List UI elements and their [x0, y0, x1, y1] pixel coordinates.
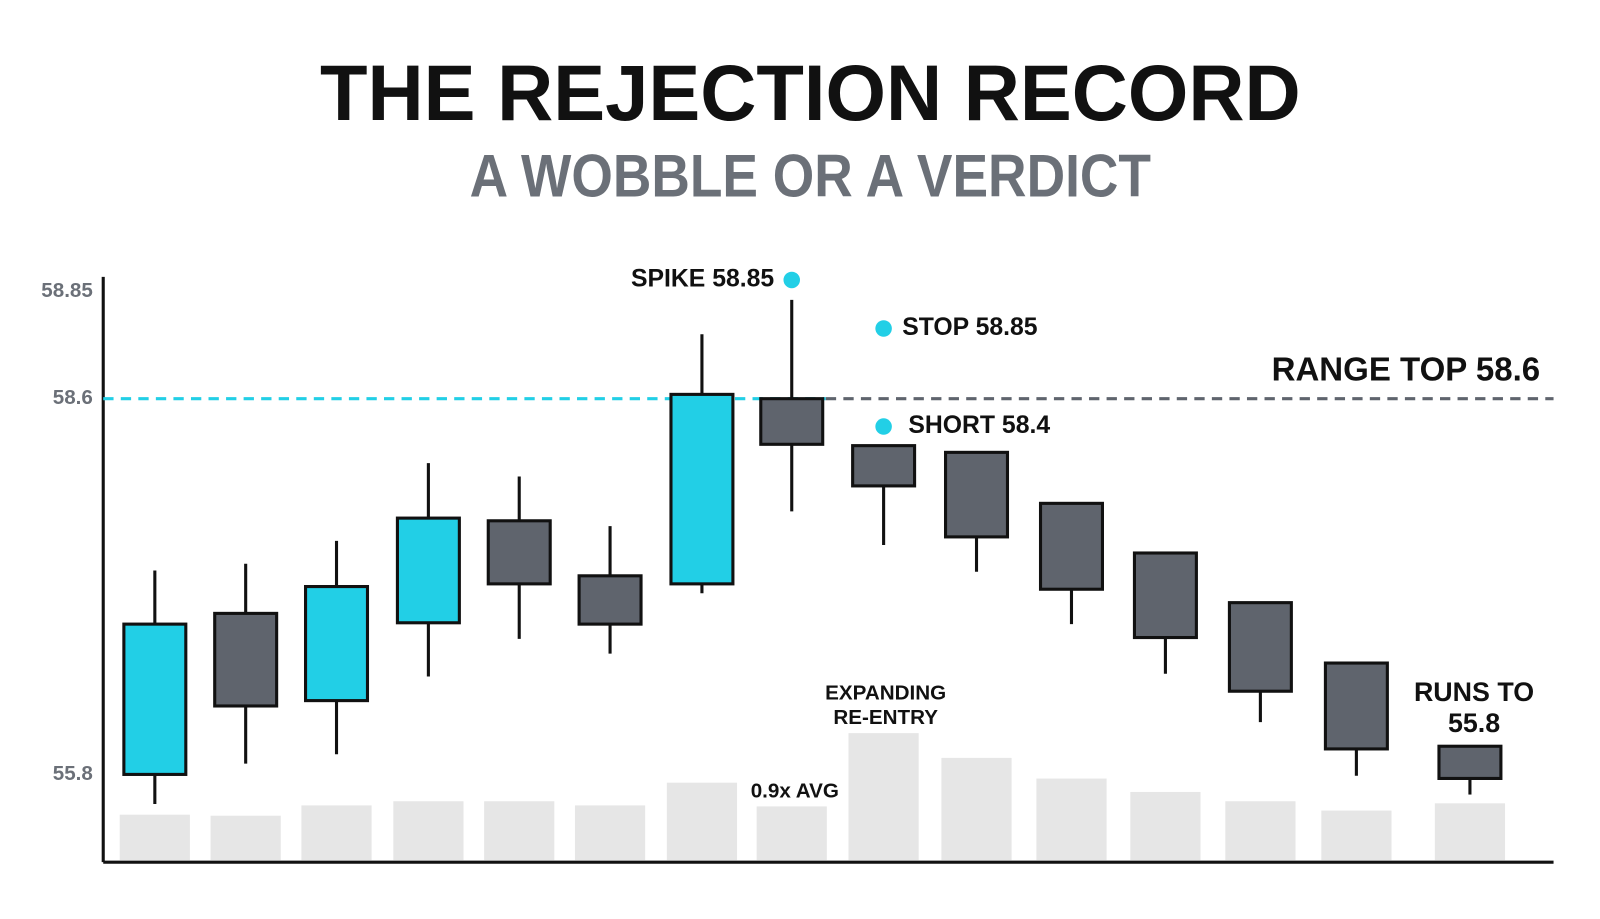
chart-title: THE REJECTION RECORD	[320, 49, 1301, 137]
candle-body	[1437, 744, 1503, 780]
candle-body	[1227, 601, 1293, 693]
volume-bar	[119, 814, 190, 861]
volume-bar	[756, 806, 827, 861]
volume-bar	[1434, 803, 1506, 861]
reference-label: RANGE TOP 58.6	[1272, 351, 1541, 388]
volume-bar	[574, 805, 646, 861]
candle-body	[759, 397, 825, 446]
annotation: 0.9x AVG	[751, 779, 839, 802]
volume-bar	[1036, 778, 1107, 861]
volume-bar	[484, 801, 555, 861]
candle-body	[851, 444, 917, 488]
y-tick-label: 58.85	[41, 279, 93, 302]
candle-body	[122, 622, 188, 776]
candle-body	[944, 450, 1010, 539]
candle-body	[577, 574, 643, 626]
candle-body	[395, 516, 461, 625]
candle-body	[669, 392, 735, 586]
annotation: RE-ENTRY	[833, 706, 938, 729]
candle-body	[304, 585, 370, 703]
candle-body	[1323, 661, 1389, 751]
annotation-dot	[875, 320, 892, 337]
candle-body	[213, 611, 279, 708]
candle-body	[486, 519, 552, 586]
y-tick-label: 58.6	[53, 386, 93, 409]
candle-body	[1038, 501, 1104, 591]
volume-bar	[393, 801, 464, 861]
volume-bar	[941, 757, 1012, 861]
chart-subtitle: A WOBBLE OR A VERDICT	[470, 143, 1151, 210]
annotation: SPIKE 58.85	[631, 266, 774, 293]
volume-bar	[301, 805, 372, 861]
volume-bar	[848, 733, 919, 861]
volume-bar	[210, 815, 281, 861]
candle-body	[1132, 551, 1198, 640]
annotation: SHORT 58.4	[908, 412, 1050, 439]
annotation-dot	[783, 271, 800, 289]
annotation: STOP 58.85	[902, 314, 1038, 341]
volume-bar	[1130, 791, 1201, 861]
annotation: 55.8	[1448, 708, 1500, 738]
annotation: RUNS TO	[1414, 677, 1534, 707]
annotation-dot	[875, 418, 892, 435]
volume-bar	[1225, 801, 1296, 861]
volume-bar	[1321, 810, 1392, 861]
annotation: EXPANDING	[825, 681, 946, 704]
y-tick-label: 55.8	[53, 762, 93, 785]
volume-bar	[666, 782, 738, 861]
